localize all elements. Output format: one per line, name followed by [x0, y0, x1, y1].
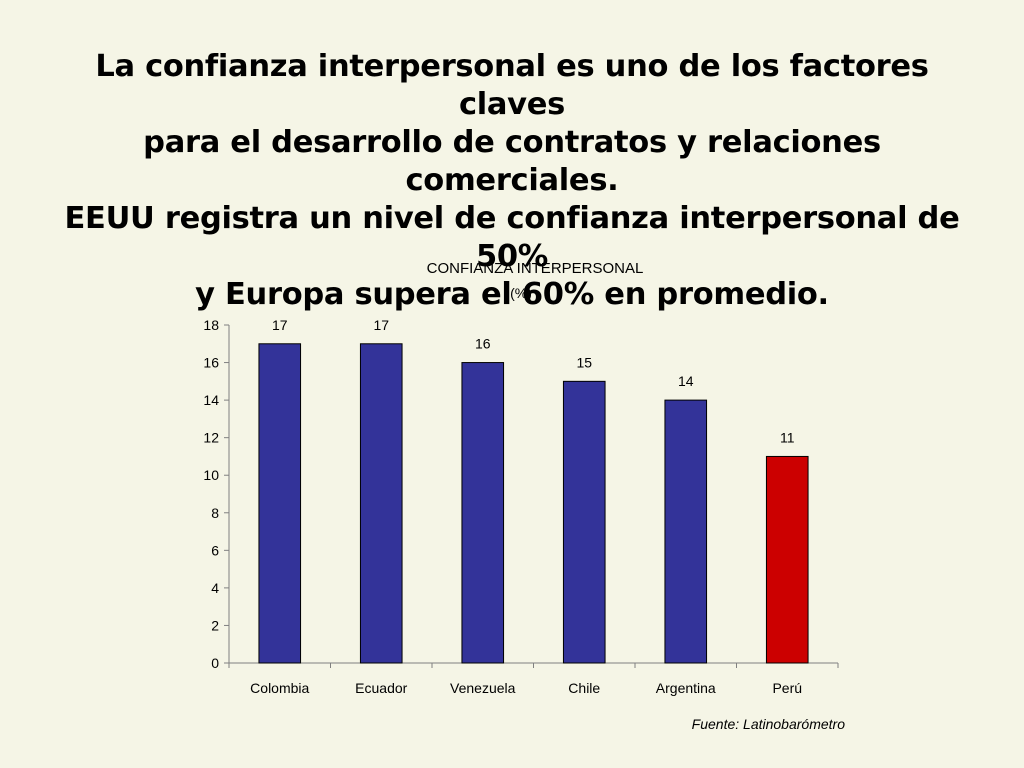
y-tick-label: 8 — [211, 505, 219, 521]
bar — [562, 380, 606, 664]
y-tick-label: 16 — [203, 355, 219, 371]
title-line: para el desarrollo de contratos y relaci… — [143, 125, 881, 198]
y-tick-label: 0 — [211, 655, 219, 671]
chart-title: CONFIANZA INTERPERSONAL — [427, 260, 644, 277]
data-label: 15 — [576, 354, 592, 370]
source-note: Fuente: Latinobarómetro — [691, 716, 845, 732]
data-label: 16 — [475, 336, 491, 352]
bar — [258, 343, 302, 664]
x-tick-label: Perú — [772, 680, 802, 696]
y-tick-label: 14 — [203, 392, 219, 408]
x-tick-label: Argentina — [656, 680, 716, 696]
bar — [461, 362, 505, 664]
data-label: 14 — [678, 373, 694, 389]
y-tick-label: 12 — [203, 430, 219, 446]
data-label: 11 — [780, 429, 795, 445]
y-tick-label: 10 — [203, 467, 219, 483]
x-tick-label: Ecuador — [355, 680, 407, 696]
bar — [664, 399, 708, 664]
y-tick-label: 2 — [211, 617, 219, 633]
title-line: y Europa supera el 60% en promedio. — [195, 277, 829, 312]
data-label: 17 — [373, 317, 389, 333]
bar — [359, 343, 403, 664]
y-tick-label: 4 — [211, 580, 219, 596]
title-line: EEUU registra un nivel de confianza inte… — [64, 201, 960, 274]
chart-subtitle: (%) — [510, 285, 532, 301]
x-tick-label: Venezuela — [450, 680, 516, 696]
x-tick-label: Colombia — [250, 680, 309, 696]
bar — [765, 455, 809, 664]
x-tick-label: Chile — [568, 680, 600, 696]
title-line: La confianza interpersonal es uno de los… — [95, 49, 929, 122]
y-tick-label: 6 — [211, 542, 219, 558]
slide-title: La confianza interpersonal es uno de los… — [40, 48, 984, 314]
y-tick-label: 18 — [203, 317, 219, 333]
data-label: 17 — [272, 317, 288, 333]
